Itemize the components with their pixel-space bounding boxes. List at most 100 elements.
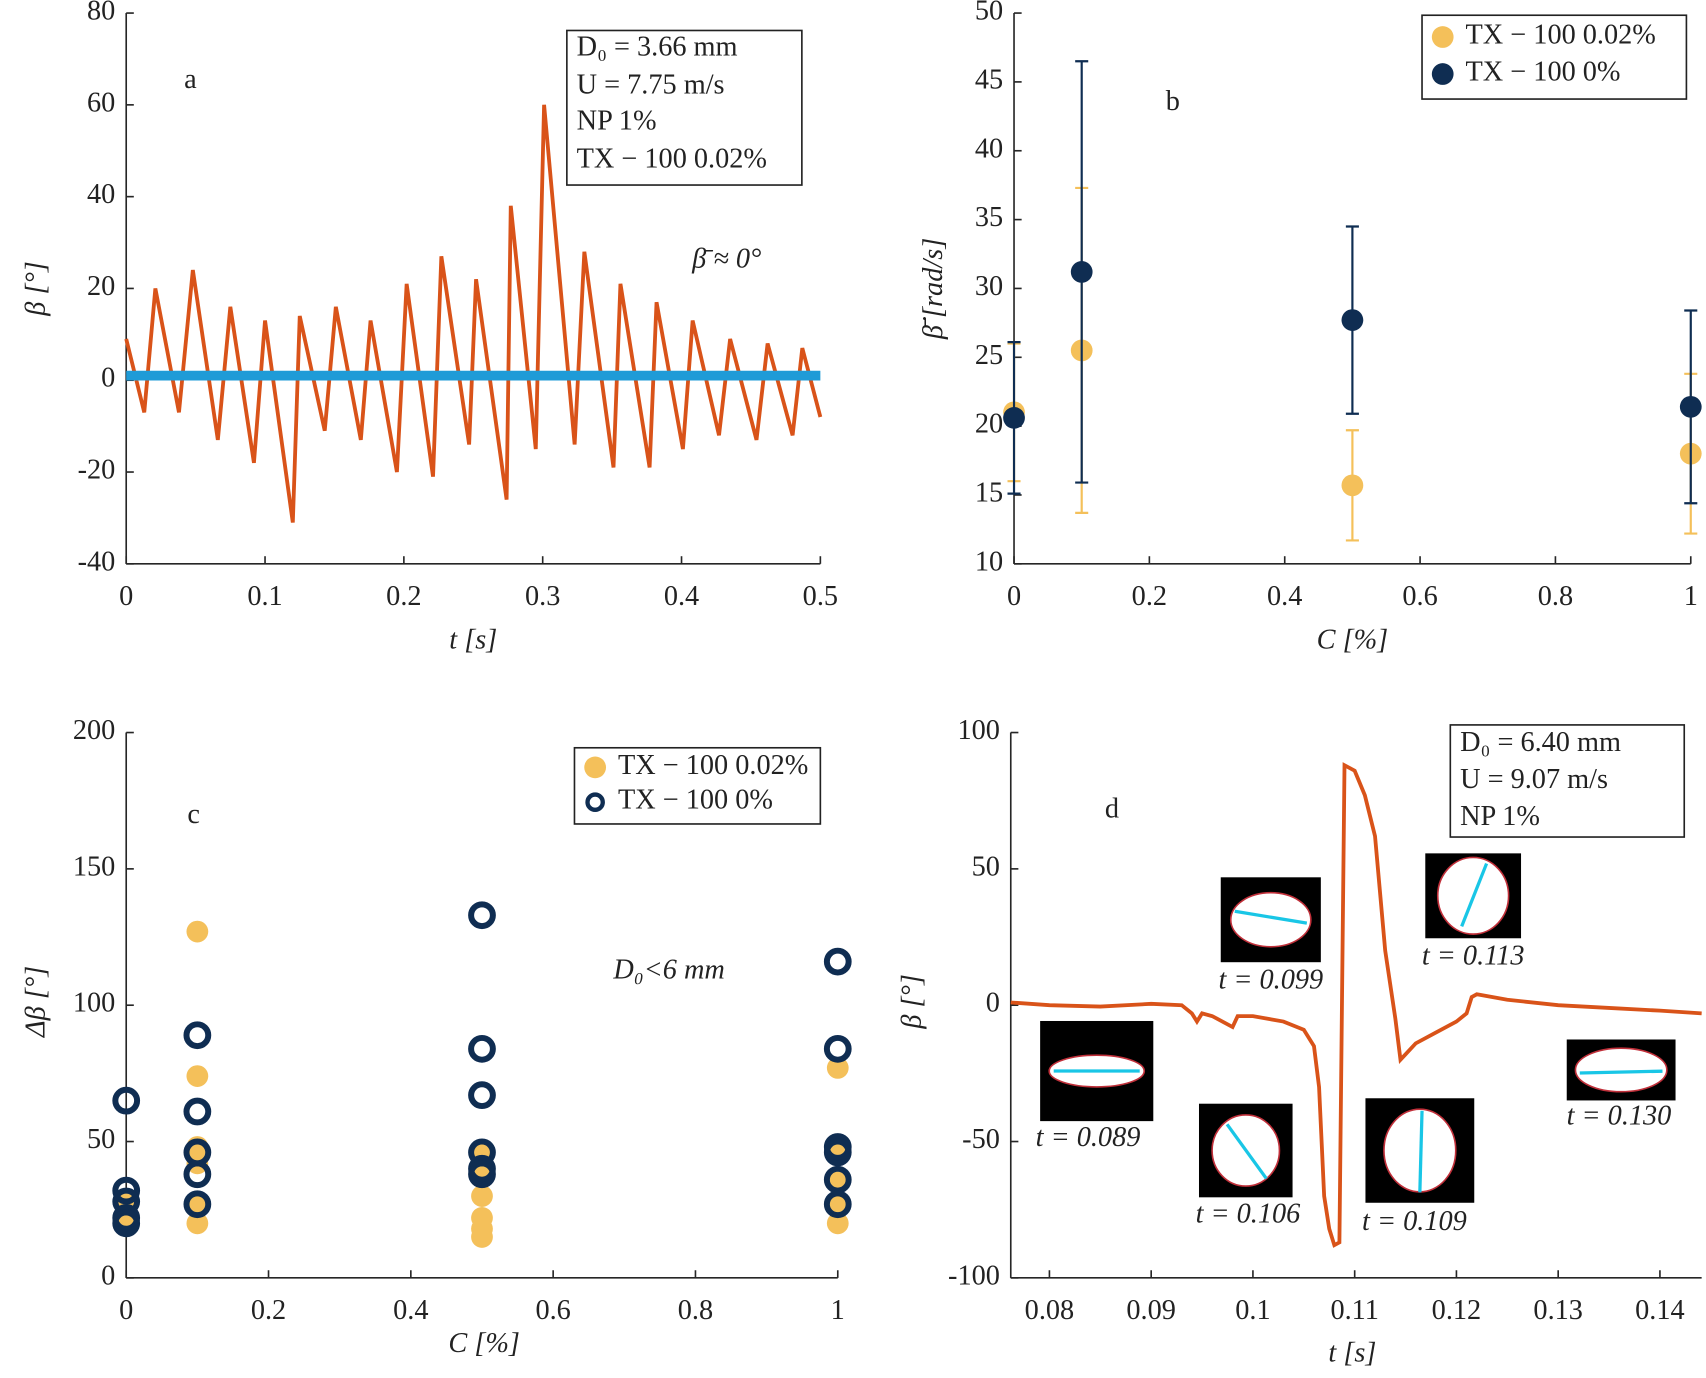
x-tick-label: 0.11: [1330, 1295, 1378, 1326]
text-box: [1449, 724, 1686, 838]
y-tick-label: 150: [73, 851, 115, 882]
point: [183, 1021, 212, 1050]
point: [186, 1193, 209, 1216]
point: [112, 1209, 141, 1238]
point: [183, 1160, 212, 1189]
legend-label: TX − 100 0.02%: [618, 750, 808, 781]
y-tick-label: 60: [87, 87, 115, 118]
y-tick-label: 100: [73, 988, 115, 1019]
text-box: [566, 29, 803, 186]
y-tick-label: 50: [87, 1124, 115, 1155]
point: [468, 1034, 496, 1063]
droplet-axis: [1460, 862, 1489, 927]
point: [823, 1034, 852, 1063]
point: [183, 1190, 212, 1219]
x-tick-label: 0.8: [1538, 581, 1573, 612]
droplet: [1229, 891, 1312, 948]
point: [468, 1160, 496, 1189]
y-tick-label: -50: [962, 1124, 1000, 1155]
y-tick-label: 100: [957, 715, 999, 746]
x-tick-label: 0.4: [664, 581, 699, 612]
y-axis-label: β̇̄ [rad/s]: [918, 238, 949, 340]
x-tick-label: 1: [831, 1295, 845, 1326]
droplet-axis: [1225, 1123, 1268, 1180]
point: [186, 1065, 209, 1087]
x-tick-label: 0.1: [247, 581, 282, 612]
x-tick-label: 0.2: [386, 581, 421, 612]
x-tick-label: 0: [119, 581, 133, 612]
legend-label: TX − 100 0.02%: [1466, 20, 1656, 51]
x-axis-label: t [s]: [449, 625, 497, 656]
inset-label: t = 0.113: [1422, 940, 1525, 971]
y-tick-label: 20: [87, 271, 115, 302]
x-tick-label: 0: [119, 1295, 133, 1326]
point: [183, 1097, 212, 1126]
droplet: [1574, 1047, 1668, 1093]
y-tick-label: 35: [975, 202, 1003, 233]
point: [823, 1190, 852, 1219]
panel: 0 0.2 0.4 0.6 0.8 1 0 50 100 150 200 C [%] Δβ [°] c D₀…: [21, 715, 852, 1359]
x-tick-label: 0: [1007, 581, 1021, 612]
text-box-line: TX − 100 0.02%: [577, 144, 767, 175]
text-box-line: U = 7.75 m/s: [577, 70, 725, 101]
y-tick-label: 30: [975, 271, 1003, 302]
y-tick-label: 0: [101, 363, 115, 394]
panel-letter: c: [187, 799, 200, 830]
point: [471, 1185, 493, 1207]
y-tick-label: -40: [78, 546, 116, 577]
inset-label: t = 0.130: [1567, 1100, 1672, 1131]
x-axis-label: C [%]: [448, 1328, 520, 1359]
point: [823, 1138, 852, 1167]
y-tick-label: 50: [972, 851, 1000, 882]
y-tick-label: 50: [975, 0, 1003, 27]
panel: 0 0.1 0.2 0.3 0.4 0.5 -40 -20 0 20 40 60 80 t [s] β [°…: [21, 0, 838, 656]
text-box-line: NP 1%: [577, 105, 657, 136]
point: [112, 1086, 141, 1115]
legend: TX − 100 0.02% TX − 100 0%: [1421, 14, 1688, 100]
x-tick-label: 0.1: [1235, 1295, 1270, 1326]
x-tick-label: 0.4: [393, 1295, 428, 1326]
y-tick-label: 10: [975, 546, 1003, 577]
x-tick-label: 0.4: [1267, 581, 1302, 612]
legend-label: TX − 100 0%: [618, 785, 773, 816]
x-tick-label: 0.5: [803, 581, 838, 612]
inset-label: t = 0.109: [1362, 1206, 1467, 1237]
legend-marker: [584, 756, 607, 779]
panel: 0 0.2 0.4 0.6 0.8 1 10 15 20 25 30 35 40 45 50 C [%] β̇̄…: [918, 0, 1702, 656]
annotation: D₀<6 mm: [612, 954, 724, 985]
line: [1010, 762, 1702, 1248]
x-tick-label: 0.8: [678, 1295, 713, 1326]
point: [1341, 474, 1364, 497]
y-tick-label: 40: [87, 179, 115, 210]
x-tick-label: 0.2: [1132, 581, 1167, 612]
inset-label: t = 0.089: [1036, 1122, 1141, 1153]
legend-marker: [1431, 63, 1454, 85]
droplet-axis: [1418, 1110, 1424, 1193]
point: [1003, 406, 1025, 429]
x-axis-label: t [s]: [1328, 1338, 1376, 1369]
y-tick-label: 45: [975, 64, 1003, 95]
inset-label: t = 0.106: [1196, 1198, 1301, 1229]
y-axis-label: Δβ [°]: [21, 966, 52, 1038]
y-tick-label: 20: [975, 409, 1003, 440]
y-axis-label: β [°]: [21, 261, 52, 316]
y-tick-label: 80: [87, 0, 115, 27]
legend-label: TX − 100 0%: [1466, 57, 1621, 88]
x-tick-label: 1: [1684, 581, 1698, 612]
inset-label: t = 0.099: [1218, 964, 1323, 995]
x-tick-label: 0.09: [1126, 1295, 1175, 1326]
y-tick-label: 25: [975, 340, 1003, 371]
y-tick-label: 0: [101, 1260, 115, 1291]
annotation: β̄ ≈ 0°: [691, 244, 761, 275]
legend-marker: [1431, 26, 1454, 48]
x-tick-label: 0.12: [1432, 1295, 1481, 1326]
x-tick-label: 0.14: [1635, 1295, 1684, 1326]
legend-marker: [585, 792, 605, 812]
droplet-axis: [1579, 1069, 1663, 1075]
point: [186, 920, 209, 943]
point: [471, 1226, 493, 1248]
y-tick-label: 15: [975, 477, 1003, 508]
panel-letter: d: [1105, 793, 1119, 824]
x-tick-label: 0.6: [535, 1295, 570, 1326]
